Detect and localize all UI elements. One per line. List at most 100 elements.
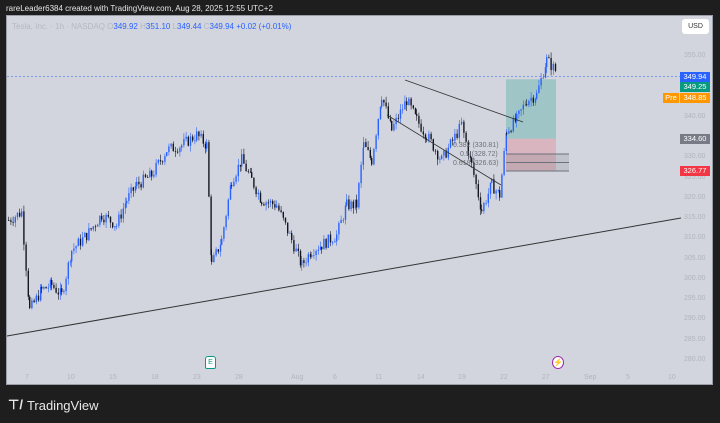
candle-body [418, 115, 420, 124]
candle-body [221, 238, 223, 245]
candle-body [53, 285, 55, 288]
candle-body [211, 255, 213, 263]
fib-level-05: 0.5 (328.72) [460, 151, 498, 158]
candle-body [101, 215, 103, 220]
candle-body [483, 202, 485, 212]
candle-body [491, 179, 493, 183]
candle-body [25, 244, 27, 271]
event-lightning-icon[interactable]: ⚡ [552, 356, 564, 369]
time-axis-label: 15 [109, 374, 117, 381]
candle-body [77, 238, 79, 247]
candle-body [441, 155, 443, 159]
price-axis-label: 315.00 [684, 214, 706, 222]
time-axis-label: 18 [151, 374, 159, 381]
candle-body [445, 150, 447, 158]
candle-body [45, 286, 47, 289]
candle-body [259, 192, 262, 203]
symbol-legend: Tesla, Inc. · 1h · NASDAQ O349.92 H351.1… [12, 22, 292, 31]
candle-body [311, 255, 313, 257]
time-axis-label: 11 [375, 374, 383, 381]
symbol-name: Tesla, Inc. · 1h · NASDAQ [12, 22, 105, 31]
candle-body [170, 143, 172, 147]
price-plot[interactable] [7, 16, 713, 385]
candle-body [385, 102, 387, 107]
candle-body [503, 151, 505, 175]
candle-body [352, 201, 354, 209]
candle-body [274, 204, 276, 208]
candle-body [208, 142, 210, 197]
candle-body [247, 171, 249, 173]
candle-body [540, 78, 542, 86]
tv-logo-icon: ⊤/ [8, 397, 23, 412]
candle-body [99, 215, 101, 225]
premarket-label: Pre [663, 93, 679, 103]
candle-body [16, 212, 19, 218]
candle-body [51, 280, 53, 286]
candle-body [183, 138, 185, 146]
candle-body [299, 250, 302, 266]
candle-body [526, 104, 528, 106]
candle-body [263, 204, 265, 206]
candle-body [499, 190, 501, 198]
candle-body [487, 193, 489, 203]
candle-body [164, 156, 166, 162]
candle-body [293, 240, 295, 252]
candle-body [210, 196, 212, 256]
fib-level-0382: 0.382 (330.81) [453, 142, 499, 149]
candle-body [348, 199, 350, 210]
candle-body [334, 241, 336, 243]
candle-body [363, 142, 365, 148]
candle-body [327, 234, 329, 248]
candle-body [542, 77, 544, 79]
candle-body [506, 133, 508, 135]
candle-body [128, 193, 130, 201]
candle-body [243, 154, 245, 164]
candle-body [485, 202, 487, 204]
candle-body [375, 135, 377, 149]
low-value: 349.44 [177, 22, 202, 31]
candle-body [71, 250, 73, 262]
candle-body [287, 222, 289, 234]
candle-body [389, 118, 392, 121]
candle-body [105, 214, 107, 223]
candle-body [120, 214, 122, 219]
candle-body [350, 201, 352, 210]
candle-body [408, 98, 410, 106]
candle-body [323, 238, 325, 250]
candle-body [269, 200, 272, 203]
candle-body [162, 161, 164, 163]
candle-body [437, 151, 439, 160]
candle-body [29, 296, 31, 309]
candle-body [414, 108, 417, 115]
take-profit-zone [506, 79, 556, 139]
candle-body [297, 248, 299, 251]
candle-body [510, 130, 512, 132]
price-axis-label: 355.00 [684, 52, 706, 59]
candle-body [321, 246, 323, 250]
candle-body [369, 149, 371, 158]
candle-body [532, 97, 534, 103]
candle-body [217, 249, 219, 252]
chart-pane[interactable]: Tesla, Inc. · 1h · NASDAQ O349.92 H351.1… [6, 15, 713, 385]
price-axis-label: 300.00 [684, 274, 706, 282]
candle-body [61, 288, 63, 293]
candle-body [371, 157, 373, 165]
candle-body [434, 150, 437, 152]
price-axis-label: 330.00 [684, 153, 706, 161]
fib-zone [506, 154, 569, 171]
candle-body [142, 174, 144, 188]
candle-body [47, 287, 49, 289]
candle-body [512, 117, 514, 132]
candle-body [112, 222, 114, 228]
currency-button[interactable]: USD [682, 19, 709, 34]
candle-body [43, 286, 45, 289]
candle-body [267, 202, 269, 204]
price-axis-label: 325.00 [684, 173, 706, 181]
earnings-E-icon[interactable]: E [205, 356, 216, 369]
candle-body [406, 101, 408, 106]
candle-body [109, 216, 112, 223]
candle-body [397, 117, 399, 119]
candle-body [430, 133, 432, 140]
candle-body [404, 101, 406, 110]
candle-body [213, 255, 215, 263]
